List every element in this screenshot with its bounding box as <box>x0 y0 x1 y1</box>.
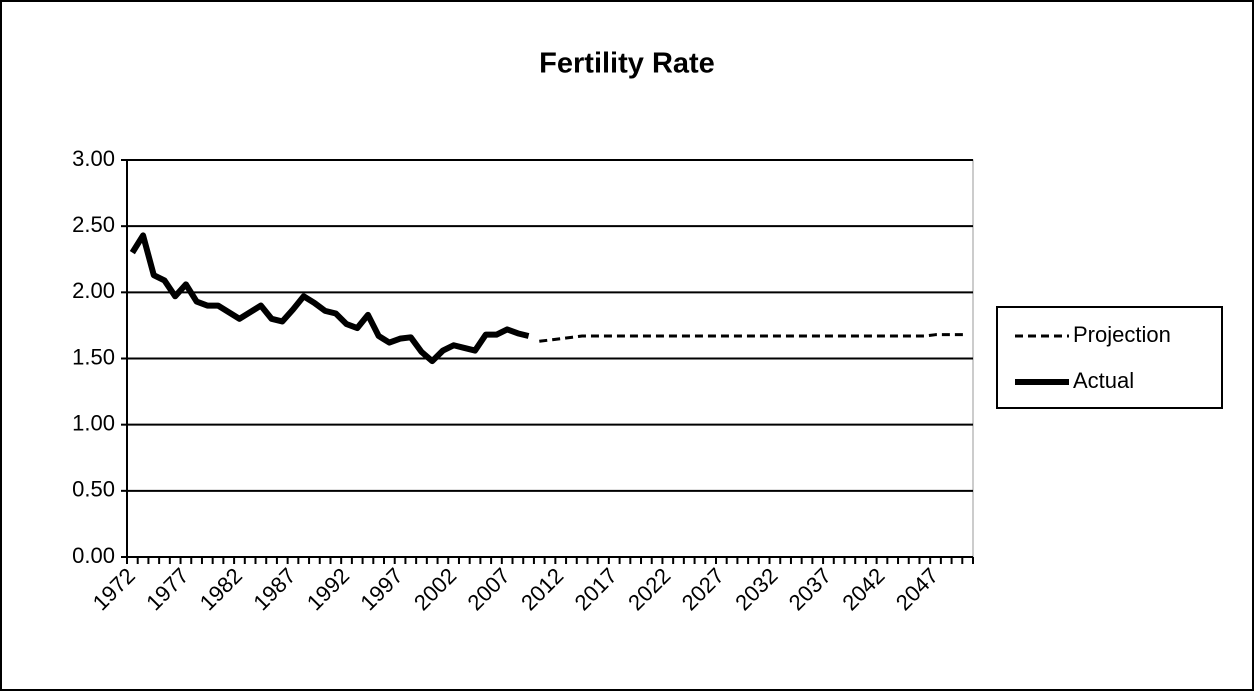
y-tick-label: 1.00 <box>72 410 115 435</box>
y-tick-label: 2.00 <box>72 278 115 303</box>
y-tick-label: 0.00 <box>72 543 115 568</box>
legend-label: Actual <box>1073 368 1134 393</box>
line-series <box>539 333 968 343</box>
y-tick-label: 2.50 <box>72 212 115 237</box>
y-tick-label: 1.50 <box>72 344 115 369</box>
y-tick-label: 3.00 <box>72 146 115 171</box>
line-series <box>129 232 530 365</box>
chart-title: Fertility Rate <box>539 48 715 80</box>
legend-label: Projection <box>1073 322 1171 347</box>
y-tick-label: 0.50 <box>72 477 115 502</box>
legend-box <box>996 306 1223 409</box>
